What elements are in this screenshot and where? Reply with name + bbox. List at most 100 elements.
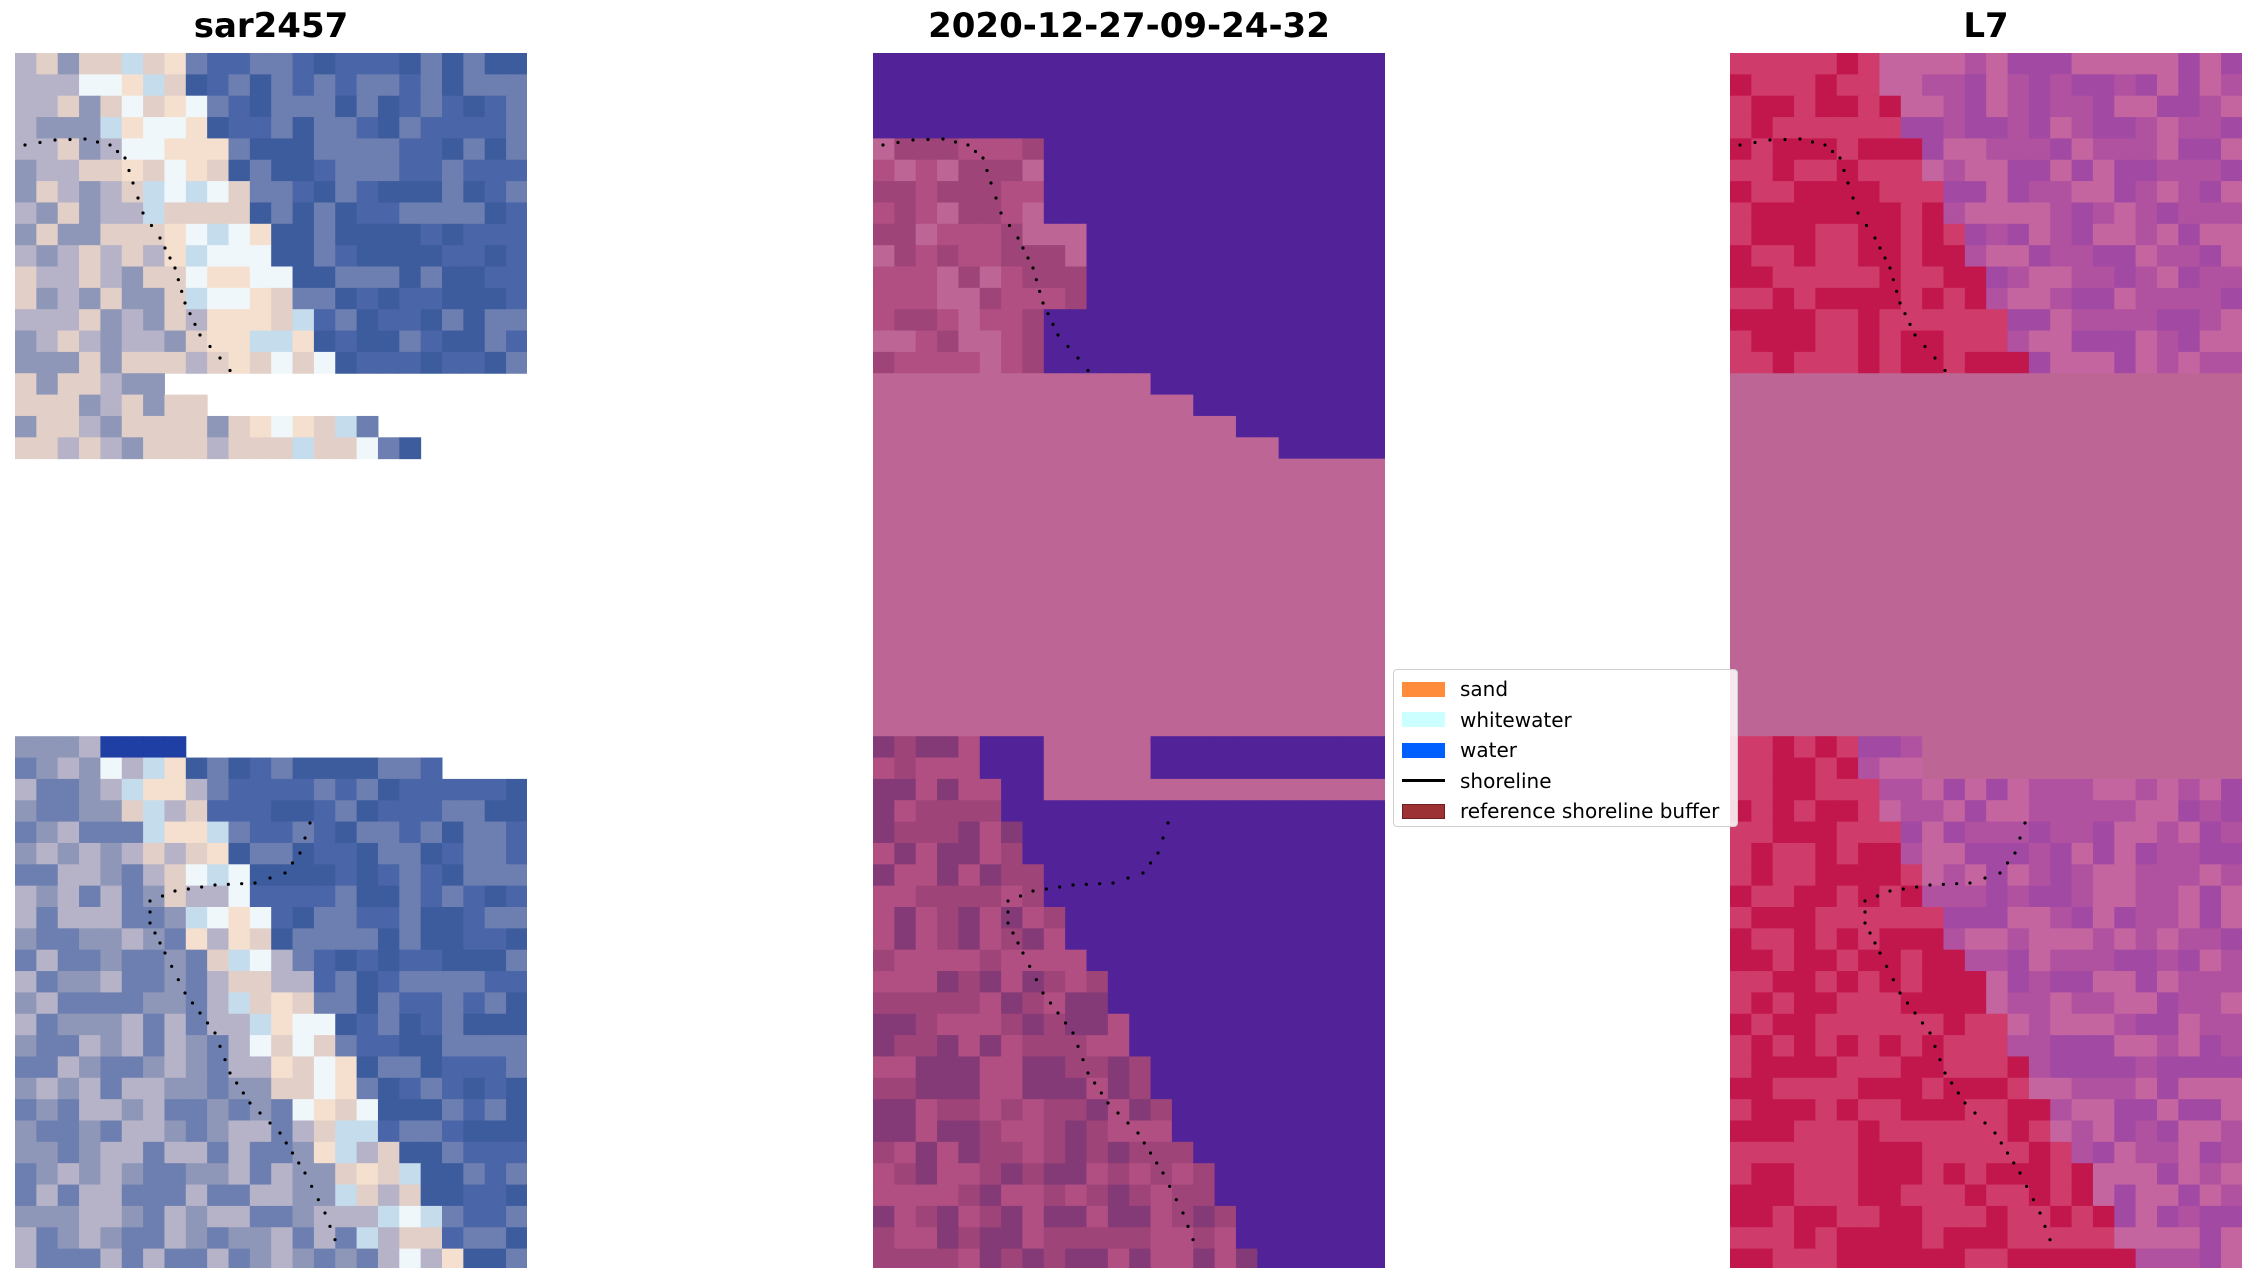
raster-pixel — [1879, 287, 1902, 310]
raster-pixel — [506, 1205, 527, 1228]
raster-pixel — [1235, 629, 1258, 652]
raster-pixel — [1171, 1099, 1194, 1121]
raster-pixel — [1836, 907, 1859, 929]
raster-pixel — [442, 223, 464, 246]
raster-pixel — [377, 1141, 400, 1164]
shoreline-point — [298, 851, 302, 855]
raster-pixel — [79, 330, 101, 353]
raster-pixel — [894, 480, 917, 502]
raster-pixel — [1001, 522, 1023, 545]
raster-pixel — [958, 1077, 981, 1100]
raster-pixel — [1986, 757, 2009, 780]
raster-pixel — [15, 287, 37, 310]
raster-pixel — [2007, 330, 2030, 353]
raster-pixel — [2199, 394, 2222, 417]
raster-pixel — [1364, 95, 1385, 118]
raster-pixel — [1022, 650, 1045, 673]
raster-pixel — [894, 949, 917, 972]
raster-pixel — [1730, 949, 1752, 972]
raster-pixel — [1043, 1056, 1066, 1079]
raster-pixel — [2114, 714, 2137, 737]
raster-pixel — [57, 971, 80, 993]
raster-pixel — [1086, 266, 1109, 289]
raster-pixel — [1815, 949, 1838, 972]
raster-pixel — [1129, 778, 1152, 801]
raster-pixel — [1815, 1056, 1838, 1079]
raster-pixel — [1107, 928, 1130, 951]
raster-pixel — [2135, 95, 2158, 118]
raster-pixel — [228, 245, 251, 267]
raster-pixel — [1150, 202, 1173, 225]
raster-pixel — [1794, 458, 1816, 481]
raster-pixel — [1815, 245, 1838, 267]
raster-pixel — [2221, 928, 2242, 951]
raster-pixel — [2028, 544, 2051, 566]
raster-pixel — [36, 74, 59, 97]
raster-pixel — [2221, 501, 2242, 524]
raster-pixel — [79, 928, 101, 951]
raster-pixel — [2050, 1120, 2073, 1143]
raster-pixel — [1858, 864, 1880, 887]
raster-pixel — [1214, 245, 1237, 267]
raster-pixel — [2199, 309, 2222, 332]
raster-pixel — [143, 287, 165, 310]
raster-pixel — [313, 53, 336, 75]
raster-pixel — [1171, 74, 1194, 97]
raster-pixel — [1922, 1056, 1944, 1079]
raster-pixel — [1150, 287, 1173, 310]
raster-pixel — [143, 736, 165, 759]
raster-pixel — [1107, 864, 1130, 887]
raster-pixel — [356, 1248, 379, 1268]
raster-pixel — [143, 1248, 165, 1268]
raster-pixel — [2114, 907, 2137, 929]
raster-pixel — [420, 1184, 443, 1207]
raster-pixel — [2135, 608, 2158, 630]
raster-pixel — [15, 1141, 37, 1164]
raster-pixel — [1922, 565, 1944, 588]
shoreline-point — [2043, 1224, 2047, 1228]
raster-pixel — [1772, 544, 1795, 566]
raster-pixel — [79, 1013, 101, 1036]
raster-pixel — [2114, 971, 2137, 993]
raster-pixel — [1257, 971, 1280, 993]
raster-pixel — [915, 1227, 938, 1250]
raster-pixel — [1364, 1056, 1385, 1079]
raster-pixel — [1836, 330, 1859, 353]
raster-pixel — [958, 650, 981, 673]
raster-pixel — [1150, 1056, 1173, 1079]
raster-pixel — [79, 159, 101, 182]
raster-pixel — [377, 907, 400, 929]
shoreline-point — [989, 181, 993, 185]
raster-pixel — [1300, 1141, 1322, 1164]
raster-pixel — [1043, 736, 1066, 759]
raster-pixel — [937, 394, 959, 417]
raster-pixel — [292, 53, 315, 75]
raster-pixel — [2050, 202, 2073, 225]
raster-pixel — [2114, 394, 2137, 417]
raster-pixel — [271, 117, 294, 139]
raster-pixel — [1043, 394, 1066, 417]
raster-pixel — [1772, 351, 1795, 374]
raster-pixel — [1879, 842, 1902, 865]
raster-pixel — [1815, 330, 1838, 353]
raster-pixel — [2092, 1013, 2115, 1036]
raster-pixel — [2071, 202, 2094, 225]
raster-pixel — [399, 330, 422, 353]
raster-pixel — [2050, 586, 2073, 609]
raster-pixel — [2050, 928, 2073, 951]
raster-pixel — [1879, 522, 1902, 545]
raster-pixel — [442, 117, 464, 139]
raster-pixel — [1943, 757, 1966, 780]
raster-pixel — [1364, 330, 1385, 353]
raster-pixel — [2092, 1248, 2115, 1268]
raster-pixel — [1022, 821, 1045, 844]
raster-pixel — [1278, 949, 1301, 972]
raster-pixel — [1086, 202, 1109, 225]
raster-pixel — [399, 864, 422, 887]
raster-pixel — [1001, 672, 1023, 694]
raster-pixel — [335, 437, 358, 460]
raster-pixel — [1321, 202, 1344, 225]
raster-pixel — [1065, 864, 1087, 887]
raster-pixel — [894, 971, 917, 993]
raster-pixel — [399, 266, 422, 289]
